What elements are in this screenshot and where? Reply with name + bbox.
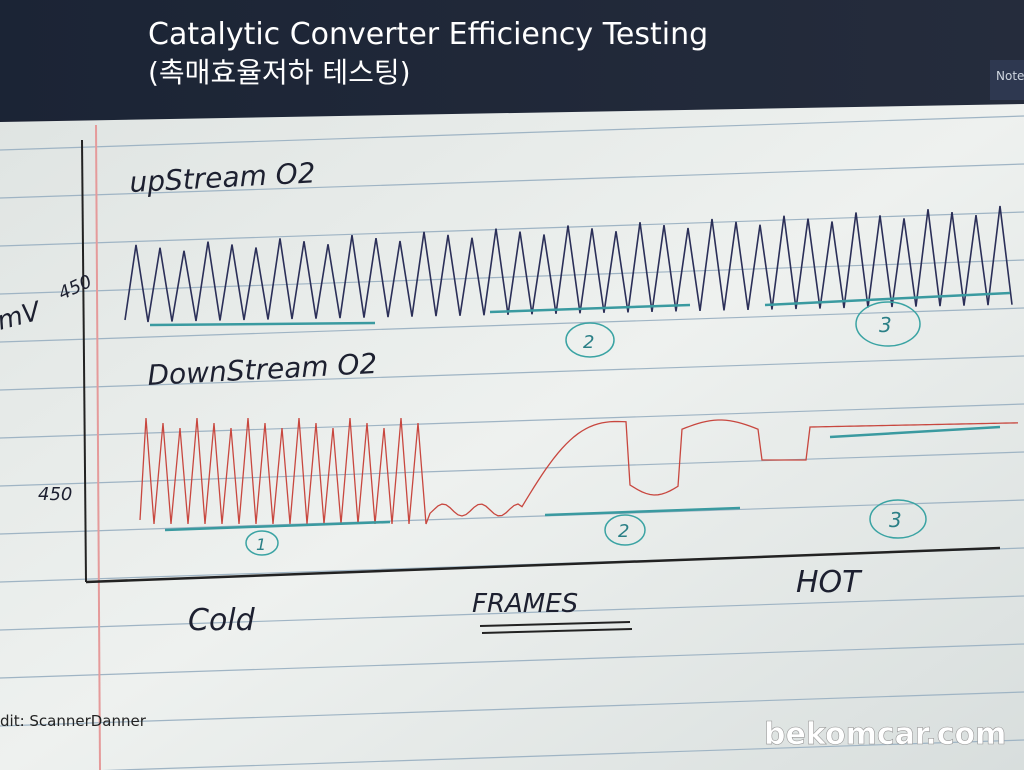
marker-circle [245,530,279,556]
teal-underline [829,425,1001,439]
ruled-line [0,211,1024,247]
waveforms [124,205,1019,532]
ruled-line [0,163,1024,199]
ruled-line [0,691,1024,727]
side-tab-label: Note [996,69,1024,83]
ruled-line [0,403,1024,439]
downstream-markers [245,499,927,556]
marker: 1 [256,535,266,554]
side-tab [990,60,1024,100]
teal-underline [544,506,741,517]
teal-underline [149,321,376,327]
marker: 2 [618,521,629,542]
ruled-line [0,355,1024,391]
ruled-line [0,451,1024,487]
dark-band [0,0,1024,120]
margin-line [95,124,101,770]
underline [479,621,631,627]
ruled-line [102,739,1024,770]
ruled-line [0,115,1024,151]
cold-label: Cold [188,603,256,638]
marker-circle [565,322,615,358]
downstream-trace [139,417,1019,525]
slide-title: Catalytic Converter Efficiency Testing [148,17,708,52]
downstream-level: 450 [38,484,72,505]
marker: 3 [879,313,892,337]
ruled-line [0,643,1024,679]
marker-circle [604,514,646,546]
marker: 2 [583,332,594,353]
teal-underline [489,303,691,314]
slide-subtitle: (촉매효율저하 테스팅) [148,56,411,89]
marker-circle [855,301,921,347]
credit: dit: ScannerDanner [0,712,147,730]
ruled-lines [0,115,1024,770]
underline [481,628,633,634]
ruled-line [0,307,1024,343]
teal-underline [164,520,391,532]
x-axis-label: FRAMES [472,589,578,619]
ruled-line [0,595,1024,631]
ruled-line [0,259,1024,295]
notebook-paper [0,104,1024,770]
marker: 3 [889,508,902,532]
y-axis-stroke [81,139,87,583]
hot-label: HOT [796,565,863,600]
upstream-trace [124,205,1013,323]
ruled-line [0,499,1024,535]
upstream-markers [565,301,921,358]
teal-underline [764,291,1011,307]
x-axis-stroke [85,546,1001,584]
watermark: bekomcar.com [764,717,1006,752]
marker-circle [869,499,927,539]
